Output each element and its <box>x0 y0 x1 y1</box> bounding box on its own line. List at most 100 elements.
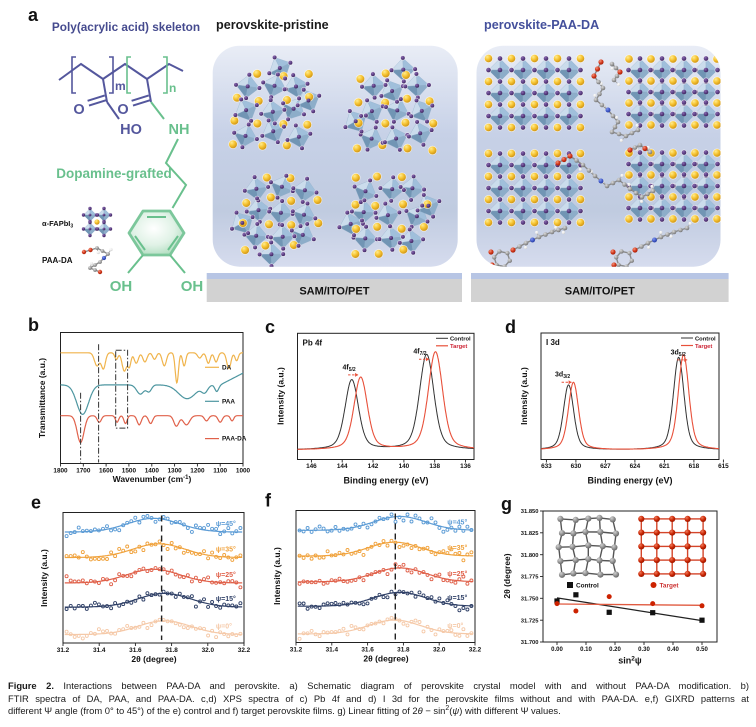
svg-text:ψ=25°: ψ=25° <box>447 570 467 578</box>
svg-text:ψ=0°: ψ=0° <box>447 622 463 630</box>
svg-text:1700: 1700 <box>76 468 91 475</box>
svg-text:0.20: 0.20 <box>609 647 621 653</box>
svg-text:ψ=15°: ψ=15° <box>216 595 236 603</box>
svg-text:Control: Control <box>450 337 471 343</box>
svg-text:1500: 1500 <box>122 468 137 475</box>
svg-text:0.50: 0.50 <box>696 647 708 653</box>
svg-text:Wavenumber (cm-1): Wavenumber (cm-1) <box>113 474 192 484</box>
svg-text:31.8: 31.8 <box>397 647 410 654</box>
svg-text:ψ=35°: ψ=35° <box>216 546 236 554</box>
svg-text:630: 630 <box>571 463 582 470</box>
svg-text:31.700: 31.700 <box>521 640 539 646</box>
svg-text:Control: Control <box>695 336 716 342</box>
svg-text:e: e <box>31 493 41 513</box>
svg-text:perovskite-pristine: perovskite-pristine <box>216 18 329 32</box>
svg-text:31.725: 31.725 <box>521 618 540 624</box>
svg-text:31.6: 31.6 <box>129 647 142 654</box>
svg-text:0.10: 0.10 <box>580 647 592 653</box>
svg-text:Binding energy (eV): Binding energy (eV) <box>343 476 428 486</box>
svg-text:perovskite-PAA-DA: perovskite-PAA-DA <box>484 18 599 32</box>
svg-text:142: 142 <box>368 463 379 470</box>
svg-text:0.40: 0.40 <box>667 647 679 653</box>
svg-text:1400: 1400 <box>145 468 160 475</box>
svg-text:HO: HO <box>120 122 142 138</box>
svg-text:31.825: 31.825 <box>521 531 540 537</box>
svg-text:α-FAPbI3: α-FAPbI3 <box>42 219 73 230</box>
svg-text:n: n <box>169 81 176 95</box>
svg-text:32.2: 32.2 <box>469 647 482 654</box>
svg-text:g: g <box>501 494 512 514</box>
svg-text:ψ=45°: ψ=45° <box>447 518 467 526</box>
svg-text:140: 140 <box>399 463 410 470</box>
svg-text:31.800: 31.800 <box>521 553 539 559</box>
svg-text:144: 144 <box>337 463 348 470</box>
svg-text:PAA-DA: PAA-DA <box>42 256 73 265</box>
svg-text:31.8: 31.8 <box>165 647 178 654</box>
svg-text:32.0: 32.0 <box>433 647 446 654</box>
svg-text:Dopamine-grafted: Dopamine-grafted <box>56 166 172 181</box>
svg-text:Intensity (a.u.): Intensity (a.u.) <box>276 367 286 425</box>
svg-text:SAM/ITO/PET: SAM/ITO/PET <box>565 286 635 298</box>
svg-text:2θ (degree): 2θ (degree) <box>502 553 512 598</box>
svg-text:31.750: 31.750 <box>521 597 539 603</box>
svg-text:c: c <box>265 317 275 337</box>
svg-text:31.775: 31.775 <box>521 575 540 581</box>
svg-text:Intensity (a.u.): Intensity (a.u.) <box>519 367 529 425</box>
svg-text:1100: 1100 <box>213 468 227 475</box>
svg-text:m: m <box>115 79 126 93</box>
svg-text:32.0: 32.0 <box>202 647 215 654</box>
svg-text:31.6: 31.6 <box>361 647 374 654</box>
svg-text:1000: 1000 <box>236 468 251 475</box>
svg-text:OH: OH <box>181 278 204 295</box>
svg-text:sin2ψ: sin2ψ <box>618 656 642 666</box>
svg-text:Binding energy (eV): Binding energy (eV) <box>587 476 672 486</box>
svg-text:627: 627 <box>600 463 611 470</box>
svg-text:ψ=25°: ψ=25° <box>216 571 236 579</box>
svg-text:Target: Target <box>695 344 712 350</box>
svg-text:Pb 4f: Pb 4f <box>303 338 323 347</box>
svg-text:136: 136 <box>460 463 471 470</box>
svg-text:624: 624 <box>630 463 641 470</box>
svg-text:ψ=0°: ψ=0° <box>216 623 232 631</box>
svg-text:Control: Control <box>576 583 599 590</box>
svg-text:31.850: 31.850 <box>521 509 539 515</box>
svg-text:31.2: 31.2 <box>290 647 303 654</box>
svg-text:1200: 1200 <box>190 468 205 475</box>
svg-text:615: 615 <box>718 463 729 470</box>
svg-text:633: 633 <box>541 463 552 470</box>
svg-text:31.2: 31.2 <box>57 647 70 654</box>
svg-text:4f7/2: 4f7/2 <box>413 349 426 358</box>
svg-text:O: O <box>73 102 84 118</box>
svg-text:Intensity (a.u.): Intensity (a.u.) <box>39 549 49 607</box>
svg-text:d: d <box>505 317 516 337</box>
svg-text:f: f <box>265 491 272 511</box>
svg-text:PAA-DA: PAA-DA <box>222 436 247 443</box>
svg-text:3d3/2: 3d3/2 <box>555 372 570 381</box>
svg-text:Intensity (a.u.): Intensity (a.u.) <box>272 547 282 605</box>
svg-text:32.2: 32.2 <box>238 647 251 654</box>
svg-text:1600: 1600 <box>99 468 114 475</box>
svg-text:Transmittance (a.u.): Transmittance (a.u.) <box>37 358 47 438</box>
svg-text:138: 138 <box>429 463 440 470</box>
svg-text:2θ (degree): 2θ (degree) <box>363 654 408 664</box>
svg-text:Poly(acrylic acid) skeleton: Poly(acrylic acid) skeleton <box>52 20 200 34</box>
svg-text:1300: 1300 <box>167 468 182 475</box>
svg-text:0.00: 0.00 <box>551 647 563 653</box>
svg-text:PAA: PAA <box>222 398 235 405</box>
svg-text:SAM/ITO/PET: SAM/ITO/PET <box>299 286 369 298</box>
svg-text:I 3d: I 3d <box>546 338 560 347</box>
svg-text:ψ=45°: ψ=45° <box>216 520 236 528</box>
svg-text:Target: Target <box>660 583 680 590</box>
svg-text:b: b <box>28 315 39 335</box>
svg-text:ψ=15°: ψ=15° <box>447 594 467 602</box>
svg-text:3d5/2: 3d5/2 <box>671 349 686 358</box>
svg-text:OH: OH <box>110 278 133 295</box>
svg-text:a: a <box>28 5 39 25</box>
svg-text:4f5/2: 4f5/2 <box>343 364 356 373</box>
svg-text:2θ (degree): 2θ (degree) <box>131 654 176 664</box>
svg-text:DA: DA <box>222 364 232 371</box>
svg-text:146: 146 <box>306 463 317 470</box>
svg-text:0.30: 0.30 <box>638 647 650 653</box>
svg-text:ψ=35°: ψ=35° <box>447 544 467 552</box>
svg-text:O: O <box>117 102 128 118</box>
